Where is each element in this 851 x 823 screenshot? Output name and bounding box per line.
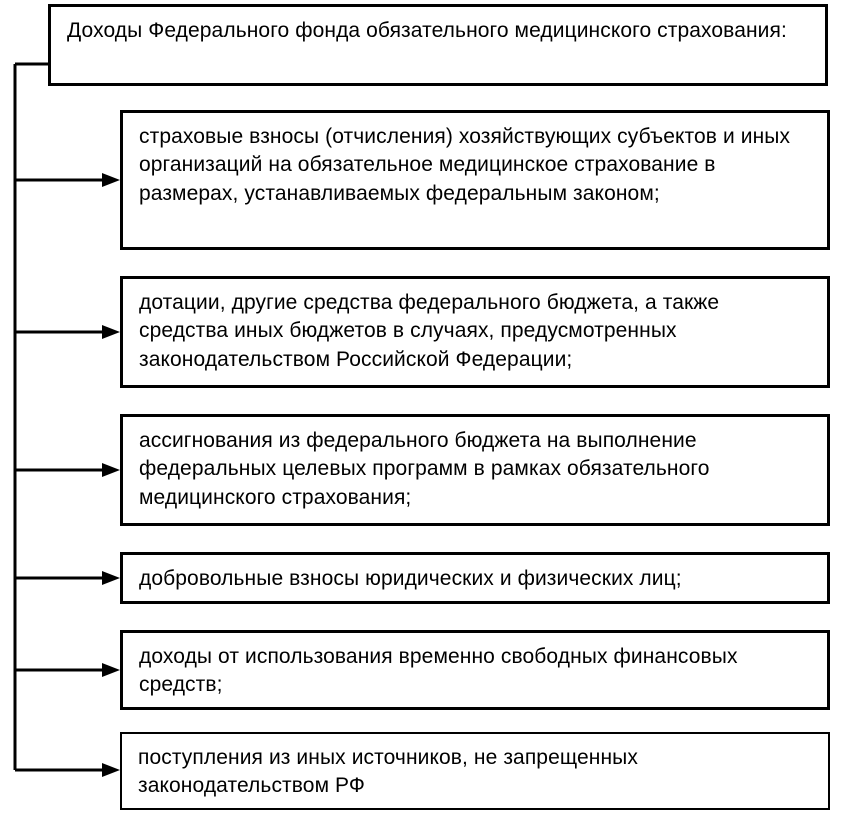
- diagram-item-box: страховые взносы (отчисления) хозяйствую…: [120, 110, 830, 250]
- diagram-item-box: поступления из иных источников, не запре…: [120, 732, 830, 810]
- diagram-header-text: Доходы Федерального фонда обязательного …: [67, 19, 787, 42]
- diagram-item-box: дотации, другие средства федерального бю…: [120, 276, 830, 388]
- diagram-item-box: доходы от использования временно свободн…: [120, 630, 830, 710]
- diagram-item-text: доходы от использования временно свободн…: [139, 645, 738, 696]
- diagram-item-box: ассигнования из федерального бюджета на …: [120, 414, 830, 526]
- diagram-item-text: поступления из иных источников, не запре…: [138, 746, 638, 797]
- diagram-item-box: добровольные взносы юридических и физиче…: [120, 552, 830, 604]
- diagram-item-text: ассигнования из федерального бюджета на …: [139, 429, 709, 509]
- diagram-header-box: Доходы Федерального фонда обязательного …: [48, 4, 828, 86]
- diagram-item-text: добровольные взносы юридических и физиче…: [139, 567, 682, 590]
- diagram-item-text: дотации, другие средства федерального бю…: [139, 291, 719, 371]
- diagram-item-text: страховые взносы (отчисления) хозяйствую…: [139, 125, 790, 205]
